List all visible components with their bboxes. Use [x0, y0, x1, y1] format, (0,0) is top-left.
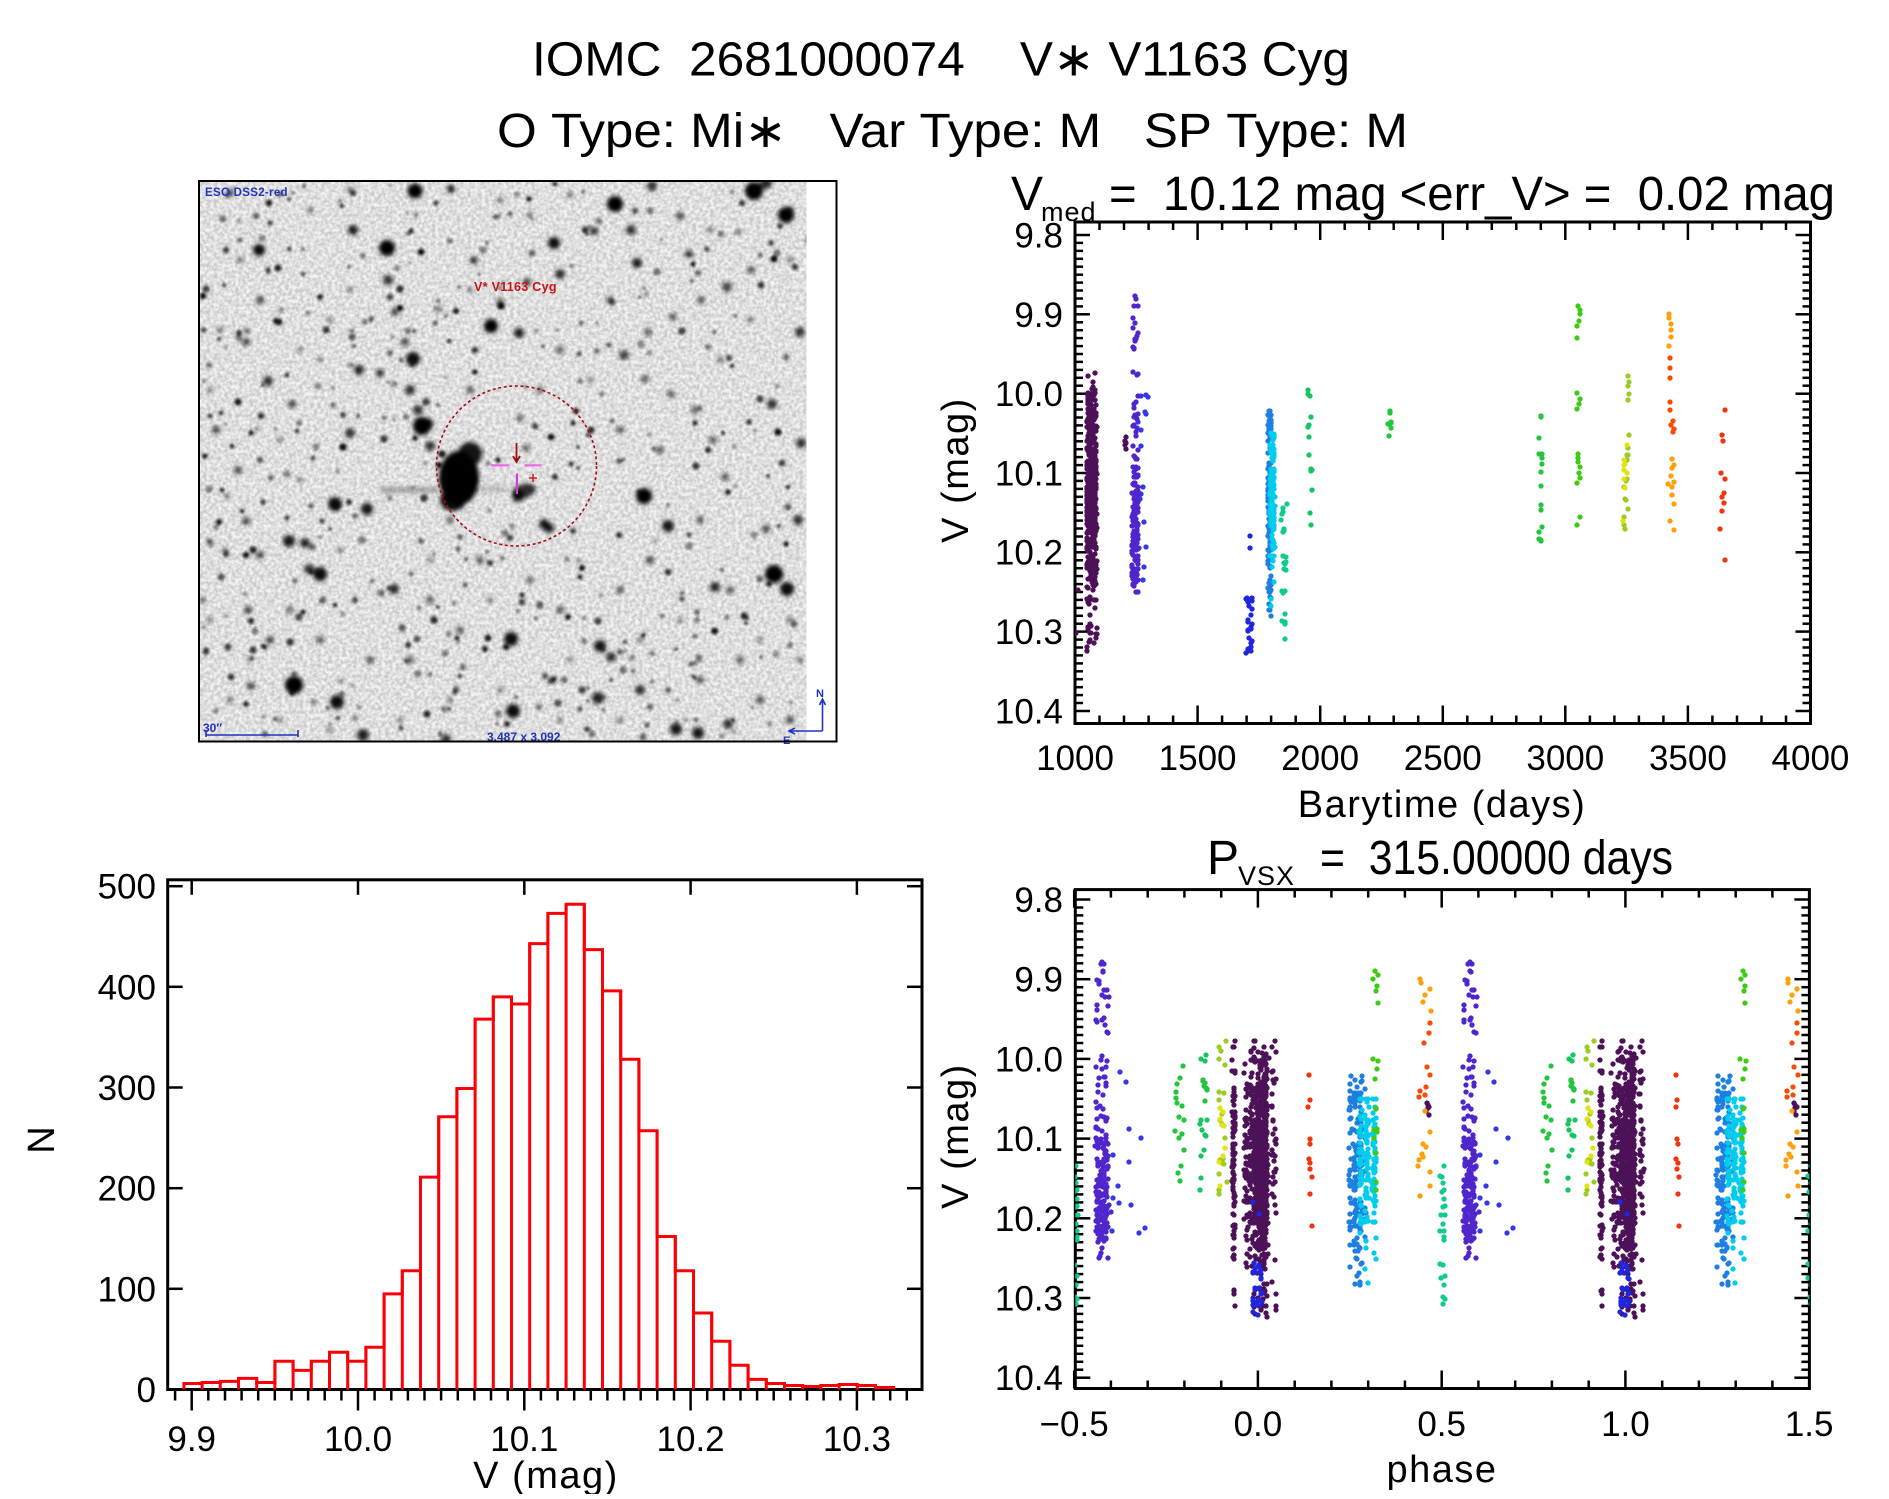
svg-text:10.3: 10.3: [995, 1280, 1063, 1319]
svg-text:P: P: [1207, 832, 1239, 885]
svg-text:30″: 30″: [203, 721, 222, 735]
svg-text:9.9: 9.9: [1014, 296, 1063, 335]
svg-text:V (mag): V (mag): [935, 397, 977, 543]
svg-text:V* V1163 Cyg: V* V1163 Cyg: [474, 280, 557, 294]
svg-text:10.4: 10.4: [995, 692, 1063, 731]
svg-text:10.0: 10.0: [324, 1420, 392, 1459]
svg-text:= 315.00000 days: = 315.00000 days: [1320, 832, 1673, 885]
svg-text:10.2: 10.2: [657, 1420, 725, 1459]
svg-text:2000: 2000: [1281, 739, 1359, 778]
svg-text:100: 100: [98, 1270, 156, 1309]
svg-text:IOMC 2681000074 V∗ V1163 C: IOMC 2681000074 V∗ V1163 Cyg: [532, 34, 1350, 87]
svg-text:9.8: 9.8: [1014, 217, 1063, 256]
svg-text:10.1: 10.1: [995, 454, 1063, 493]
svg-text:1.5: 1.5: [1785, 1405, 1834, 1444]
svg-text:−0.5: −0.5: [1040, 1405, 1109, 1444]
svg-text:phase: phase: [1386, 1449, 1497, 1491]
svg-text:3000: 3000: [1526, 739, 1604, 778]
svg-text:V (mag): V (mag): [473, 1455, 619, 1494]
svg-text:2500: 2500: [1404, 739, 1482, 778]
svg-text:10.1: 10.1: [995, 1120, 1063, 1159]
svg-text:200: 200: [98, 1170, 156, 1209]
svg-text:1500: 1500: [1159, 739, 1237, 778]
svg-text:0.5: 0.5: [1417, 1405, 1466, 1444]
svg-text:500: 500: [98, 868, 156, 907]
svg-text:1000: 1000: [1036, 739, 1114, 778]
svg-text:3500: 3500: [1649, 739, 1727, 778]
svg-text:10.0: 10.0: [995, 1040, 1063, 1079]
svg-text:9.9: 9.9: [1014, 961, 1063, 1000]
svg-text:med: med: [1041, 197, 1097, 227]
svg-text:= 10.12 mag <err_V> = 0.02 m: = 10.12 mag <err_V> = 0.02 mag: [1109, 168, 1835, 221]
svg-text:VSX: VSX: [1238, 861, 1295, 891]
svg-text:10.2: 10.2: [995, 534, 1063, 573]
svg-text:3.487 x 3.092: 3.487 x 3.092: [487, 730, 561, 744]
svg-text:Barytime (days): Barytime (days): [1298, 784, 1587, 826]
svg-text:ESO DSS2-red: ESO DSS2-red: [205, 187, 288, 199]
svg-text:400: 400: [98, 968, 156, 1007]
svg-text:9.8: 9.8: [1014, 881, 1063, 920]
svg-text:9.9: 9.9: [167, 1420, 216, 1459]
svg-text:N: N: [21, 1126, 63, 1153]
svg-text:V (mag): V (mag): [935, 1063, 977, 1209]
svg-text:0: 0: [137, 1371, 156, 1410]
svg-text:10.1: 10.1: [490, 1420, 558, 1459]
svg-text:10.4: 10.4: [995, 1359, 1063, 1398]
svg-text:10.3: 10.3: [823, 1420, 891, 1459]
svg-text:V: V: [1011, 168, 1043, 221]
svg-text:10.2: 10.2: [995, 1200, 1063, 1239]
svg-text:N: N: [816, 688, 824, 700]
svg-text:1.0: 1.0: [1601, 1405, 1650, 1444]
svg-text:10.3: 10.3: [995, 613, 1063, 652]
svg-text:300: 300: [98, 1069, 156, 1108]
svg-text:4000: 4000: [1772, 739, 1850, 778]
svg-text:0.0: 0.0: [1234, 1405, 1283, 1444]
svg-text:O Type: Mi∗ Var Type: M SP: O Type: Mi∗ Var Type: M SP Type: M: [497, 105, 1408, 158]
svg-text:10.0: 10.0: [995, 375, 1063, 414]
